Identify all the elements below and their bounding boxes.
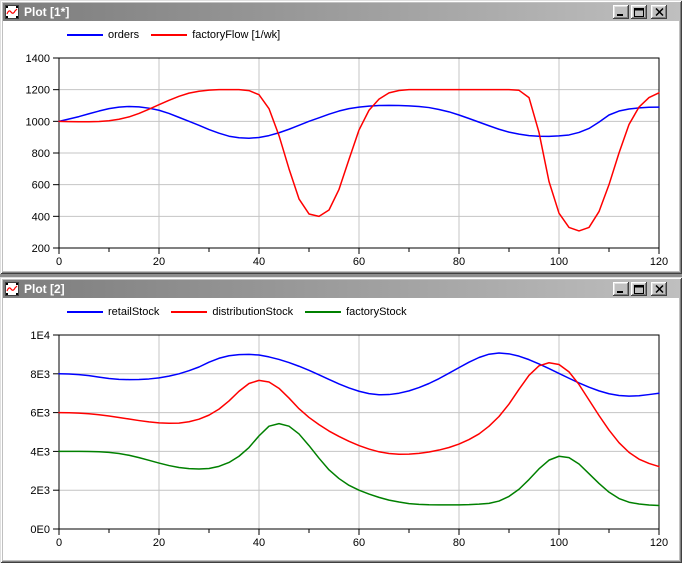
legend: retailStock distributionStock factorySto… [3, 298, 679, 321]
legend-label: orders [108, 29, 140, 41]
minimize-button[interactable] [613, 5, 629, 19]
maximize-button[interactable] [631, 282, 647, 296]
svg-text:0E0: 0E0 [30, 524, 50, 536]
legend-line-distributionStock [171, 311, 208, 313]
svg-text:40: 40 [253, 256, 265, 268]
svg-text:1400: 1400 [26, 53, 50, 65]
svg-text:800: 800 [32, 148, 50, 160]
legend-label: factoryFlow [1/wk] [192, 29, 281, 41]
legend-line-factoryStock [305, 311, 342, 313]
svg-text:6E3: 6E3 [30, 408, 50, 420]
titlebar[interactable]: Plot [2] [3, 280, 679, 298]
svg-text:20: 20 [153, 256, 165, 268]
svg-text:60: 60 [353, 537, 365, 549]
svg-text:400: 400 [32, 211, 50, 223]
svg-text:1200: 1200 [26, 85, 50, 97]
plot-window-1: Plot [1*] orders factoryFlow [1/wk] 0 20 4… [0, 0, 682, 274]
svg-text:1E4: 1E4 [30, 330, 50, 342]
legend-item: factoryFlow [1/wk] [151, 29, 280, 41]
close-icon [654, 8, 664, 16]
plot-window-2: Plot [2] retailStock distributionStock f… [0, 277, 682, 563]
legend: orders factoryFlow [1/wk] [3, 21, 679, 44]
maximize-button[interactable] [631, 5, 647, 19]
legend-item: factoryStock [305, 306, 407, 318]
chart-canvas-1: 0 20 40 60 80 100 120 200 400 600 800 1000 1200 1400 [26, 53, 669, 268]
svg-text:100: 100 [550, 537, 568, 549]
svg-text:1000: 1000 [26, 116, 50, 128]
svg-text:100: 100 [550, 256, 568, 268]
svg-text:600: 600 [32, 180, 50, 192]
svg-text:20: 20 [153, 537, 165, 549]
close-button[interactable] [651, 282, 667, 296]
legend-item: orders [67, 29, 139, 41]
legend-label: factoryStock [346, 306, 407, 318]
window-controls [613, 5, 667, 19]
window-title: Plot [2] [24, 282, 65, 296]
svg-text:40: 40 [253, 537, 265, 549]
maximize-icon [634, 7, 644, 17]
minimize-icon [617, 13, 623, 16]
legend-label: distributionStock [212, 306, 294, 318]
svg-text:120: 120 [650, 256, 668, 268]
plot-curve-icon [5, 282, 19, 296]
maximize-icon [634, 284, 644, 294]
svg-text:0: 0 [56, 256, 62, 268]
plot-curve-icon [5, 5, 19, 19]
svg-text:120: 120 [650, 537, 668, 549]
svg-text:4E3: 4E3 [30, 446, 50, 458]
legend-item: retailStock [67, 306, 159, 318]
svg-text:8E3: 8E3 [30, 369, 50, 381]
window-controls [613, 282, 667, 296]
legend-item: distributionStock [171, 306, 293, 318]
minimize-button[interactable] [613, 282, 629, 296]
legend-label: retailStock [108, 306, 160, 318]
svg-text:200: 200 [32, 243, 50, 255]
svg-text:80: 80 [453, 537, 465, 549]
close-icon [654, 285, 664, 293]
chart-canvas-2: 0 20 40 60 80 100 120 0E0 2E3 4E3 6E3 8E3 1E4 [30, 330, 668, 549]
svg-text:2E3: 2E3 [30, 485, 50, 497]
plot-area: orders factoryFlow [1/wk] 0 20 40 60 80 100 12… [3, 21, 679, 271]
window-title: Plot [1*] [24, 5, 70, 19]
svg-text:80: 80 [453, 256, 465, 268]
minimize-icon [617, 290, 623, 293]
close-button[interactable] [651, 5, 667, 19]
svg-text:0: 0 [56, 537, 62, 549]
legend-line-factoryFlow [151, 34, 188, 36]
titlebar[interactable]: Plot [1*] [3, 3, 679, 21]
plot-area: retailStock distributionStock factorySto… [3, 298, 679, 560]
svg-text:60: 60 [353, 256, 365, 268]
legend-line-retailStock [67, 311, 103, 313]
legend-line-orders [67, 34, 103, 36]
